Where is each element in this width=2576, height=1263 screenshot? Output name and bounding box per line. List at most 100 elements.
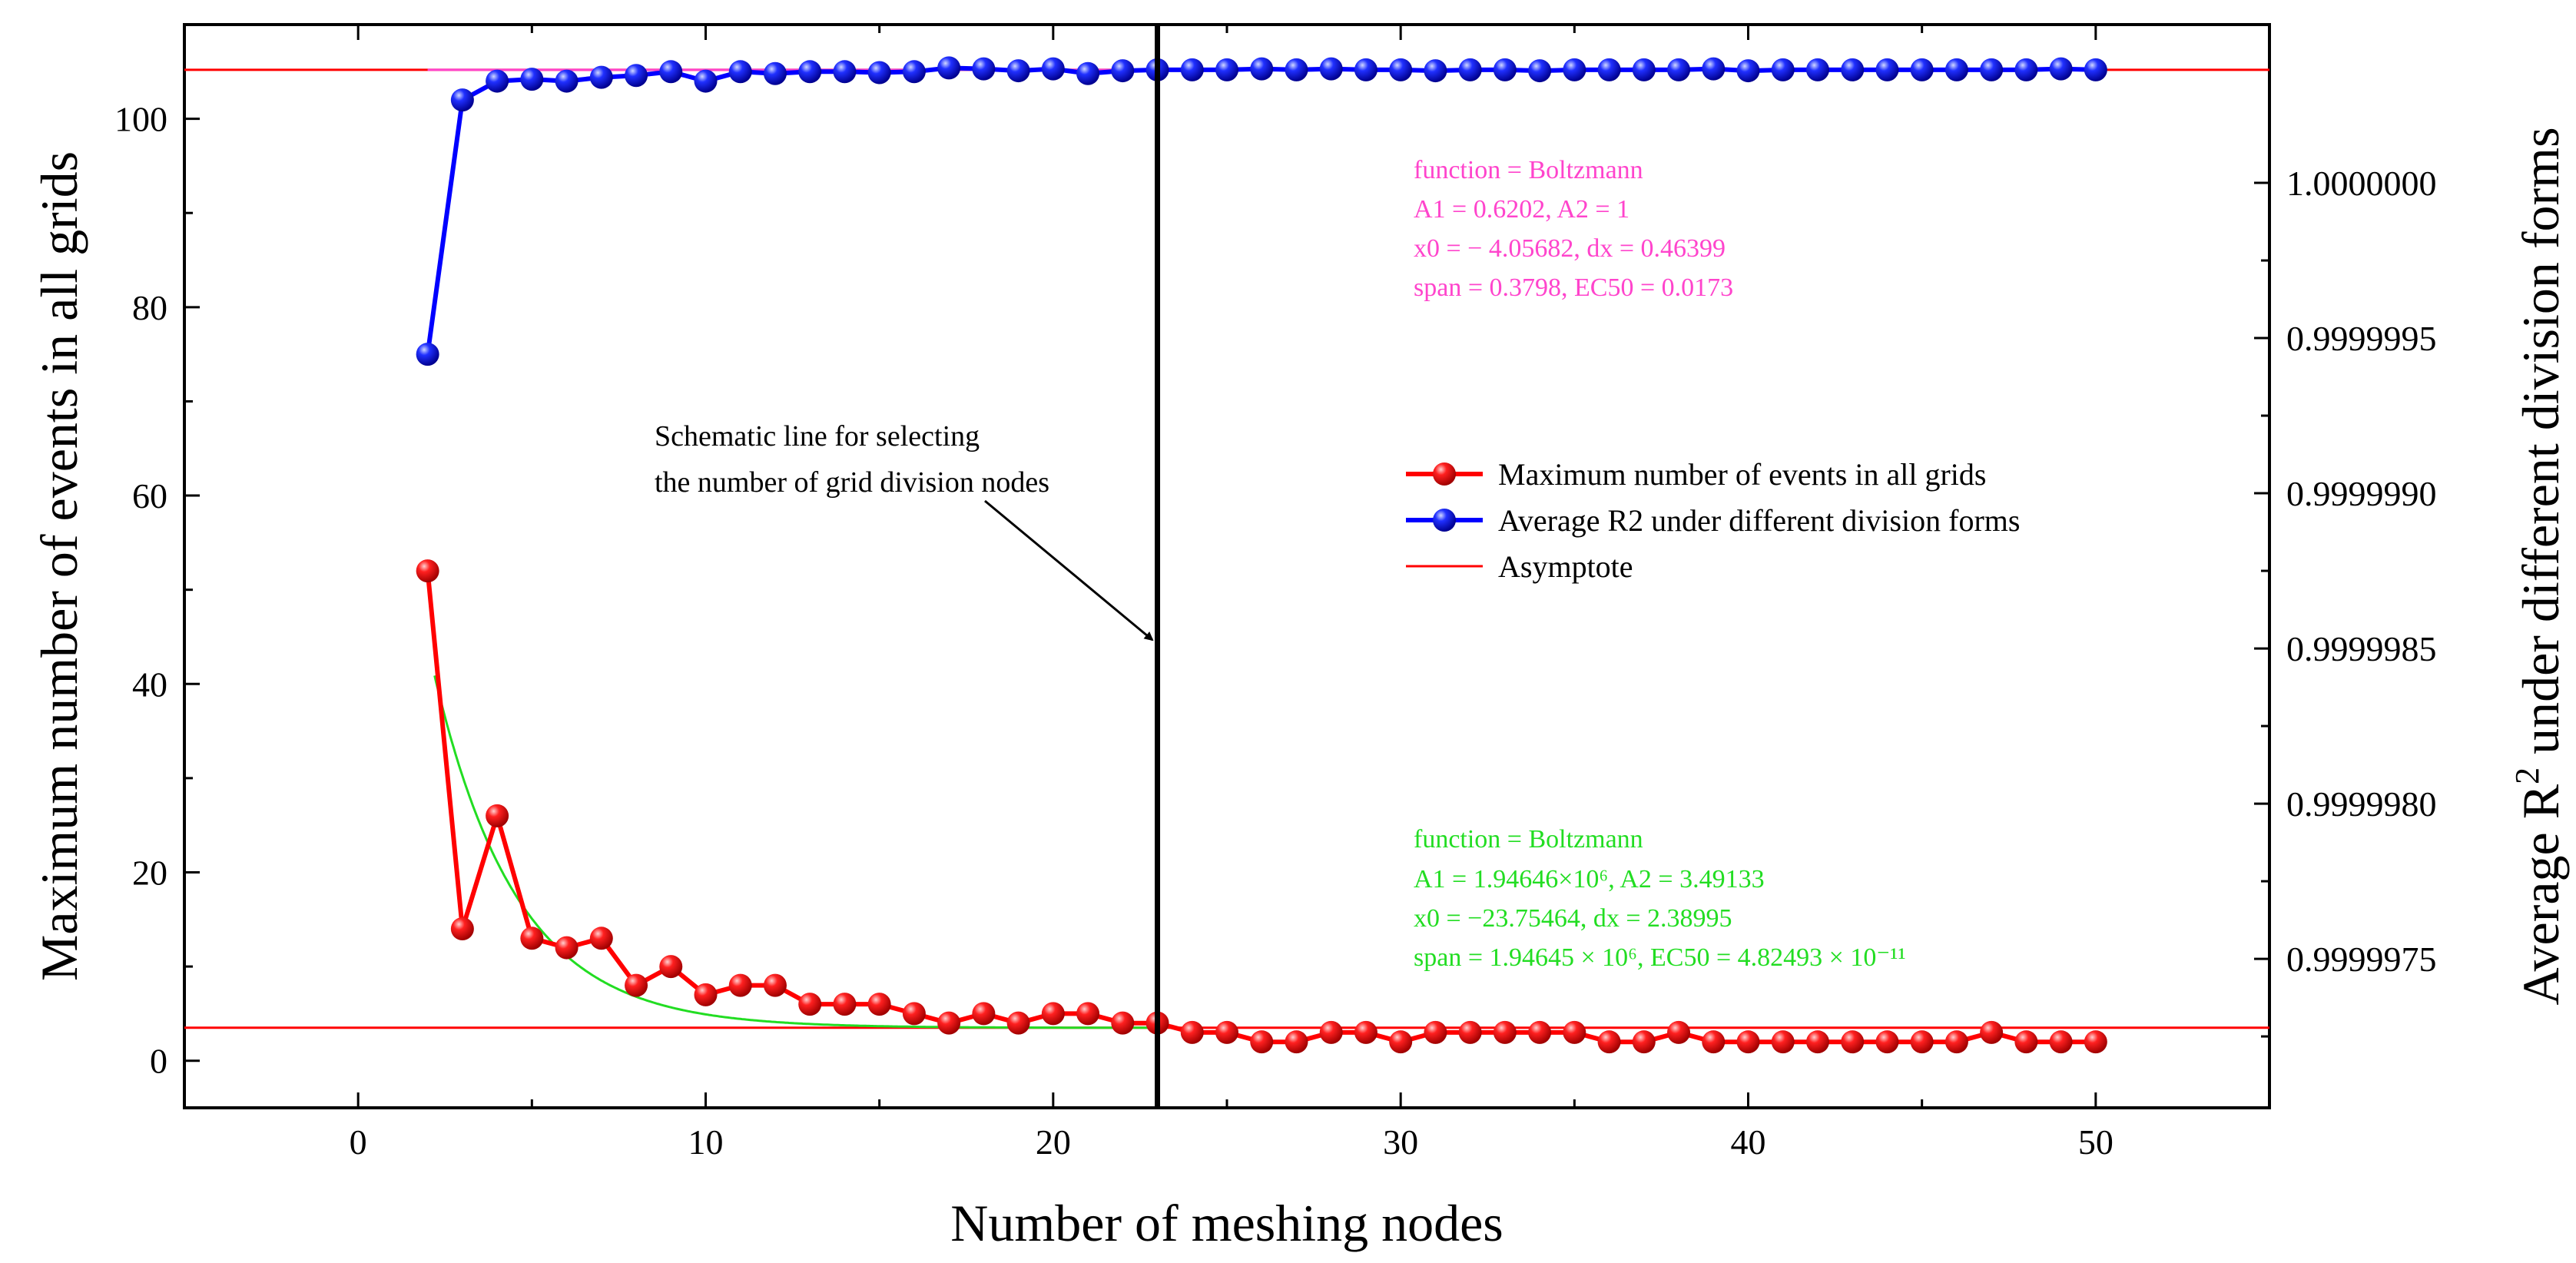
fit-box-green-line-1: function = Boltzmann: [1414, 825, 1643, 854]
avg-r2-point: [1528, 59, 1552, 83]
avg-r2-point: [1632, 58, 1656, 81]
max-events-point: [1563, 1020, 1586, 1044]
asymptote-lines: [184, 68, 2269, 1029]
avg-r2-point: [1319, 57, 1343, 81]
legend-avg-r2-marker: [1433, 509, 1456, 532]
avg-r2-point: [2084, 58, 2107, 81]
avg-r2-point: [1493, 58, 1517, 81]
max-events-point: [1389, 1030, 1413, 1054]
avg-r2-point: [416, 343, 439, 366]
avg-r2-point: [1111, 59, 1135, 83]
max-events-point: [1875, 1030, 1899, 1054]
avg-r2-point: [625, 64, 648, 88]
right-y-axis-title-sup: 2: [2508, 767, 2546, 784]
avg-r2-point: [798, 60, 822, 84]
max-events-point: [1944, 1030, 1968, 1054]
avg-r2-point: [1389, 58, 1413, 81]
avg-r2-point: [1980, 58, 2004, 81]
avg-r2-point: [659, 60, 683, 84]
avg-r2-point: [520, 68, 544, 91]
series-points: [416, 56, 2107, 1054]
right-y-tick-label: 0.9999975: [2286, 940, 2437, 979]
annotation-line-1: Schematic line for selecting: [655, 420, 980, 452]
fit-box-green-line-4: span = 1.94645 × 10⁶, EC50 = 4.82493 × 1…: [1414, 943, 1906, 972]
max-events-point: [867, 993, 891, 1016]
max-events-point: [1319, 1020, 1343, 1044]
legend-entry-asymptote: Asymptote: [1406, 549, 1633, 584]
avg-r2-point: [833, 60, 857, 84]
annotation-line-2: the number of grid division nodes: [655, 466, 1049, 499]
left-y-axis-title: Maximum number of events in all grids: [30, 151, 88, 981]
max-events-point: [1285, 1030, 1308, 1054]
max-events-point: [1597, 1030, 1621, 1054]
right-y-tick-label: 0.9999985: [2286, 629, 2437, 668]
avg-r2-point: [1875, 58, 1899, 81]
max-events-point: [1424, 1020, 1447, 1044]
avg-r2-point: [1771, 58, 1795, 81]
max-events-point: [2014, 1030, 2038, 1054]
max-events-point: [2049, 1030, 2073, 1054]
x-tick-label: 10: [688, 1122, 724, 1162]
avg-r2-point: [1285, 58, 1308, 81]
x-axis: 0 10 20 30 40 50: [183, 25, 2271, 1162]
max-events-point: [728, 973, 752, 997]
max-events-point: [1458, 1020, 1482, 1044]
avg-r2-point: [1841, 58, 1865, 81]
avg-r2-line: [425, 65, 2096, 355]
left-y-tick-label: 40: [132, 665, 167, 704]
legend-entry-avg-r2: Average R2 under different division form…: [1406, 503, 2020, 538]
avg-r2-point: [1076, 61, 1100, 85]
right-y-tick-label: 0.9999995: [2286, 319, 2437, 358]
avg-r2-point: [1944, 58, 1968, 81]
avg-r2-point: [1805, 58, 1829, 81]
avg-r2-point: [1180, 58, 1204, 81]
avg-r2-point: [937, 56, 961, 80]
max-events-point: [1111, 1011, 1135, 1035]
max-events-point: [2084, 1030, 2107, 1054]
avg-r2-point: [589, 65, 613, 89]
max-events-point: [1667, 1020, 1691, 1044]
avg-r2-point: [1041, 57, 1065, 81]
max-events-point: [1841, 1030, 1865, 1054]
right-y-tick-label: 0.9999980: [2286, 784, 2437, 824]
right-y-tick-label: 1.0000000: [2286, 164, 2437, 203]
right-y-axis-title-prefix: Average R: [2511, 784, 2570, 1005]
avg-r2-point: [1250, 57, 1274, 81]
left-y-tick-label: 80: [132, 288, 167, 327]
max-events-point: [972, 1002, 996, 1026]
avg-r2-point: [555, 69, 579, 93]
right-y-axis-title-suffix: under different division forms: [2511, 127, 2570, 767]
annotation-arrow: [984, 499, 1154, 641]
max-events-point: [589, 927, 613, 950]
max-events-point: [1528, 1020, 1552, 1044]
avg-r2-point: [972, 57, 996, 81]
avg-r2-point: [1702, 57, 1726, 81]
left-y-tick-label: 100: [114, 100, 167, 139]
left-y-tick-label: 20: [132, 853, 167, 892]
legend-asymptote-label: Asymptote: [1498, 549, 1633, 584]
fit-box-magenta: function = Boltzmann A1 = 0.6202, A2 = 1…: [1414, 156, 1733, 302]
max-events-point: [555, 936, 579, 960]
max-events-point: [1006, 1011, 1030, 1035]
x-axis-title: Number of meshing nodes: [950, 1194, 1503, 1252]
fit-box-green-line-3: x0 = −23.75464, dx = 2.38995: [1414, 904, 1732, 933]
max-events-point: [902, 1002, 926, 1026]
fit-box-green-line-2: A1 = 1.94646×10⁶, A2 = 3.49133: [1414, 865, 1765, 893]
avg-r2-point: [1563, 58, 1586, 81]
avg-r2-point: [1910, 58, 1934, 81]
max-events-point: [1215, 1020, 1238, 1044]
avg-r2-point: [2014, 58, 2038, 81]
max-events-point: [1354, 1020, 1378, 1044]
max-events-point: [937, 1011, 961, 1035]
max-events-point: [833, 993, 857, 1016]
avg-r2-point: [902, 60, 926, 84]
fit-box-magenta-line-1: function = Boltzmann: [1414, 156, 1643, 184]
left-y-tick-label: 60: [132, 476, 167, 515]
fit-box-magenta-line-4: span = 0.3798, EC50 = 0.0173: [1414, 273, 1733, 302]
x-tick-label: 20: [1036, 1122, 1071, 1162]
right-y-axis-title: Average R2 under different division form…: [2508, 127, 2570, 1005]
avg-r2-point: [1458, 58, 1482, 81]
avg-r2-point: [450, 88, 474, 112]
fit-curves: [427, 68, 1158, 1029]
